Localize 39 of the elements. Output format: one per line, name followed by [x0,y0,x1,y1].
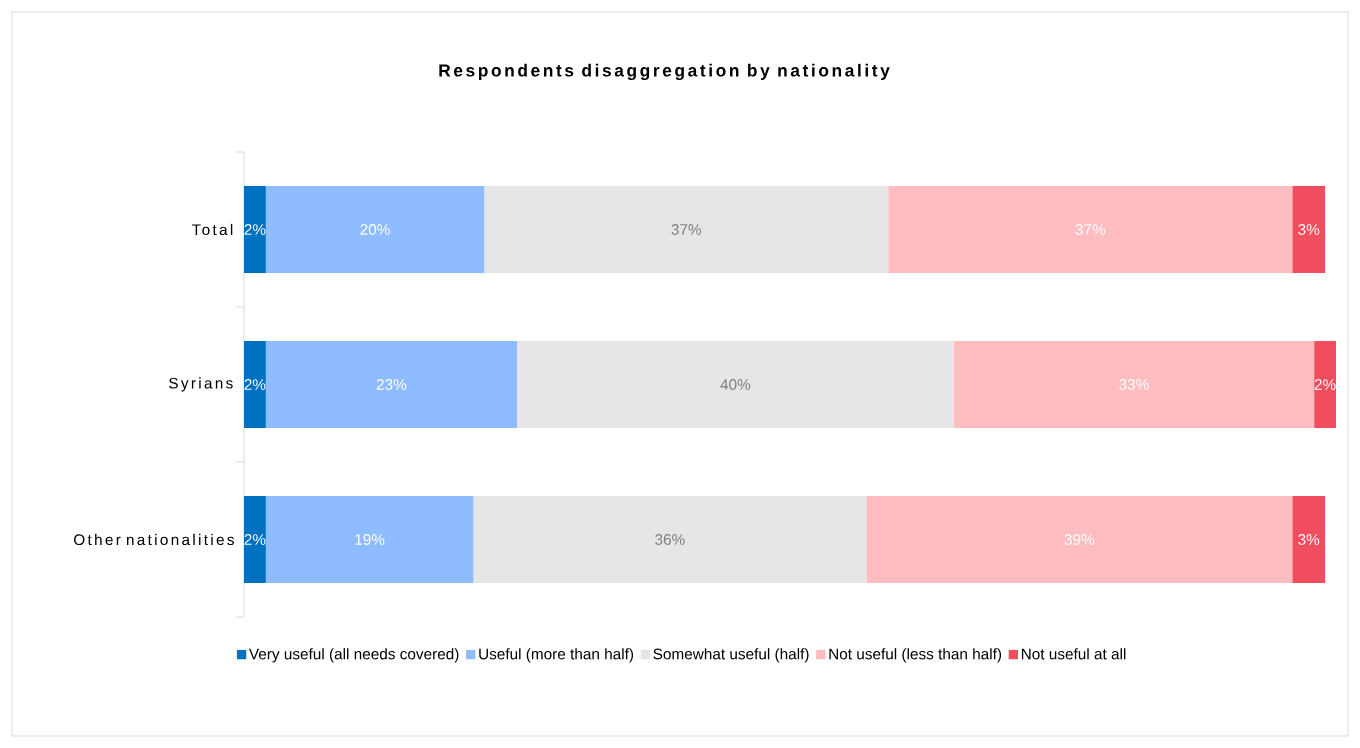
data-label: 2% [244,534,266,545]
data-label: 20% [360,224,390,235]
chart-title: Respondents disaggregation by nationality [439,63,890,81]
data-label: 36% [655,534,685,545]
data-label: 2% [244,379,266,390]
bar [265,340,518,428]
data-label: 3% [1298,534,1320,545]
bar [866,495,1293,583]
bar [1292,495,1326,583]
bar [888,185,1293,273]
data-label: 2% [1314,379,1336,390]
data-label: 3% [1298,224,1320,235]
legend-label: Not useful (less than half) [829,648,1002,663]
data-label: 2% [244,224,266,235]
legend-label: Not useful at all [1021,648,1126,660]
legend-label: Very useful (all needs covered) [248,648,459,663]
bar [953,340,1315,428]
bar [1292,185,1326,273]
bar [1314,340,1336,428]
y-tick-label: Other nationalities [74,533,234,546]
bar [244,495,266,583]
bar [265,185,485,273]
data-label: 39% [1064,534,1095,545]
data-label: 23% [376,379,407,390]
data-label: 19% [355,534,385,545]
y-tick-label: Syrians [169,377,233,392]
y-tick-label: Total [192,223,233,236]
bar [244,340,266,428]
bar [484,185,889,273]
legend-label: Somewhat useful (half) [653,648,809,663]
data-label: 33% [1119,379,1149,390]
data-label: 37% [1075,224,1106,235]
legend-label: Useful (more than half) [479,648,634,663]
bar [244,185,266,273]
bar [473,495,867,583]
bar [517,340,954,428]
data-label: 37% [671,224,702,235]
data-label: 40% [720,379,751,390]
bar [265,495,474,583]
